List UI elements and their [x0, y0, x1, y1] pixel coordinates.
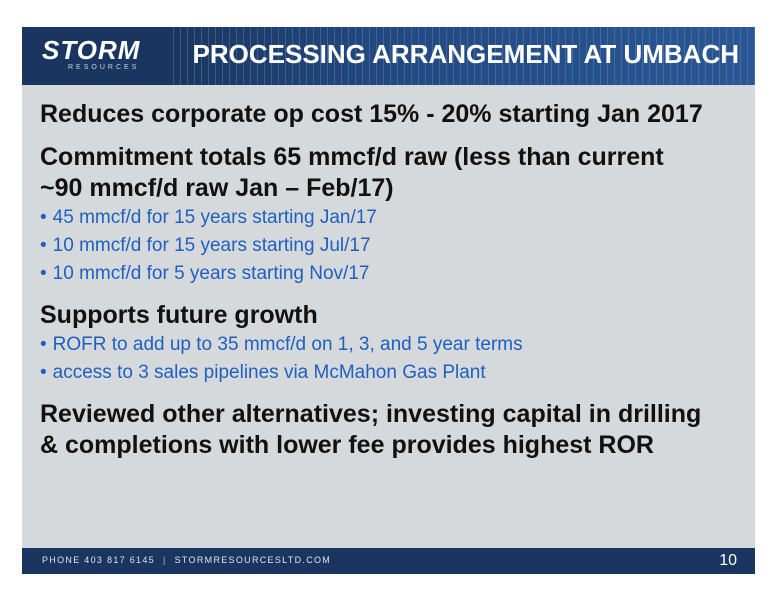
- point-3-bullet-2: access to 3 sales pipelines via McMahon …: [40, 359, 740, 387]
- point-3: Supports future growth: [40, 301, 318, 329]
- point-2-bullet-3: 10 mmcf/d for 5 years starting Nov/17: [40, 260, 740, 288]
- point-2-bullet-1: 45 mmcf/d for 15 years starting Jan/17: [40, 204, 740, 232]
- logo-subtext: RESOURCES: [68, 64, 140, 71]
- header-stripes: [167, 27, 755, 85]
- point-4-line-1: Reviewed other alternatives; investing c…: [40, 400, 702, 428]
- footer-phone: PHONE 403 817 6145: [42, 555, 155, 565]
- footer-bar: PHONE 403 817 6145 | STORMRESOURCESLTD.COM…: [22, 548, 755, 574]
- footer-website: STORMRESOURCESLTD.COM: [174, 555, 332, 565]
- slide-title: PROCESSING ARRANGEMENT AT UMBACH: [192, 39, 739, 69]
- header-bar: STORM RESOURCES PROCESSING ARRANGEMENT A…: [22, 27, 755, 85]
- slide-content: Reduces corporate op cost 15% - 20% star…: [40, 97, 740, 461]
- page-number: 10: [719, 552, 737, 569]
- point-2-line-2: ~90 mmcf/d raw Jan – Feb/17): [40, 174, 394, 202]
- point-4-line-2: & completions with lower fee provides hi…: [40, 431, 654, 459]
- footer-contact: PHONE 403 817 6145 | STORMRESOURCESLTD.COM: [42, 555, 331, 565]
- point-2-line-1: Commitment totals 65 mmcf/d raw (less th…: [40, 143, 664, 171]
- point-1: Reduces corporate op cost 15% - 20% star…: [40, 100, 703, 128]
- slide: STORM RESOURCES PROCESSING ARRANGEMENT A…: [22, 27, 755, 574]
- point-2-bullet-2: 10 mmcf/d for 15 years starting Jul/17: [40, 232, 740, 260]
- point-3-bullet-1: ROFR to add up to 35 mmcf/d on 1, 3, and…: [40, 331, 740, 359]
- footer-separator: |: [162, 555, 167, 565]
- logo-text: STORM: [42, 35, 141, 65]
- storm-logo: STORM RESOURCES: [42, 37, 142, 75]
